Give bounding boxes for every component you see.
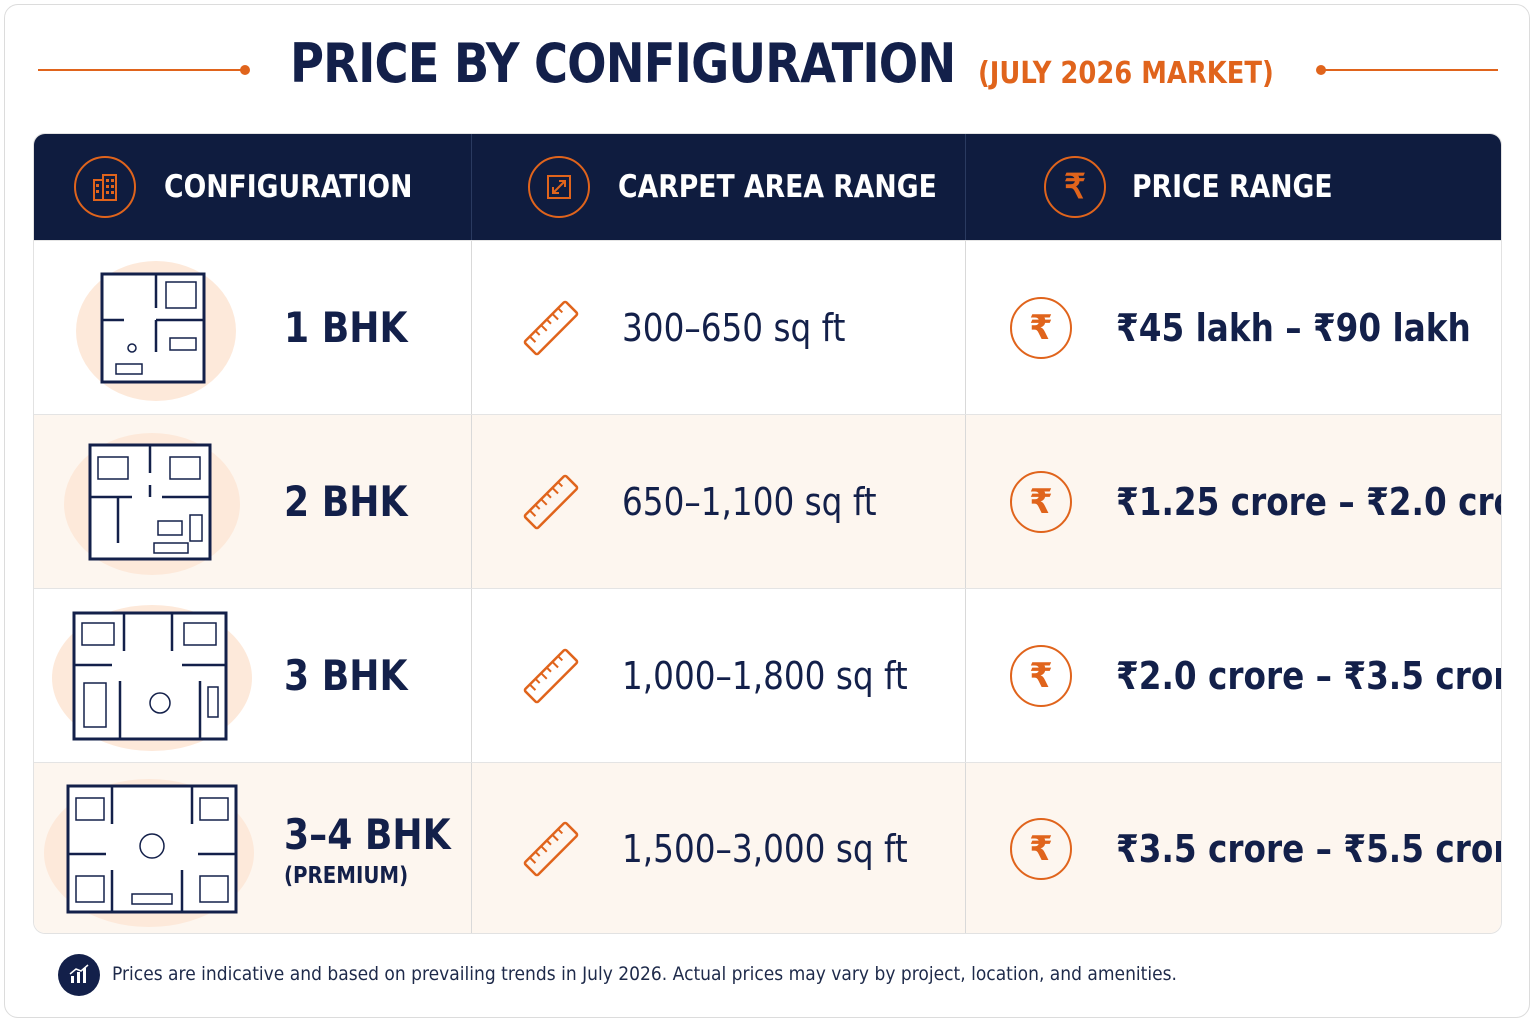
floor-plan-icon bbox=[72, 589, 228, 762]
footer-note: Prices are indicative and based on preva… bbox=[112, 963, 1177, 985]
config-cell: 3 BHK bbox=[284, 589, 428, 762]
table-row: 3–4 BHK (PREMIUM) 1,500–3,000 sq ft bbox=[34, 762, 1502, 933]
area-value: 1,000–1,800 sq ft bbox=[622, 653, 908, 698]
table-header: CONFIGURATION CARPET AREA RANGE ₹ PRICE … bbox=[34, 134, 1501, 240]
config-label: 1 BHK bbox=[284, 303, 408, 352]
price-cell-icon: ₹ bbox=[1010, 589, 1072, 762]
rupee-icon: ₹ bbox=[1010, 644, 1072, 707]
title-decor-dot-left bbox=[240, 65, 250, 75]
area-value: 650–1,100 sq ft bbox=[622, 479, 877, 524]
ruler-icon bbox=[520, 415, 582, 588]
column-divider bbox=[965, 589, 966, 762]
column-divider bbox=[471, 763, 472, 933]
floor-plan-icon bbox=[88, 415, 212, 588]
area-cell: 1,000–1,800 sq ft bbox=[622, 589, 954, 762]
column-divider bbox=[965, 763, 966, 933]
ruler-icon bbox=[520, 763, 582, 933]
column-divider bbox=[471, 415, 472, 588]
config-note: (PREMIUM) bbox=[284, 862, 409, 889]
table-row: 2 BHK 650–1,100 sq ft ₹ bbox=[34, 414, 1501, 588]
price-value: ₹2.0 crore – ₹3.5 crore bbox=[1116, 653, 1502, 698]
rupee-icon: ₹ bbox=[1010, 470, 1072, 533]
column-divider bbox=[965, 415, 966, 588]
table-row: 1 BHK 300–650 sq ft ₹ ₹ bbox=[34, 240, 1501, 414]
config-label: 2 BHK bbox=[284, 477, 408, 526]
price-value: ₹45 lakh – ₹90 lakh bbox=[1116, 305, 1471, 350]
price-cell-icon: ₹ bbox=[1010, 763, 1072, 933]
floor-plan-icon bbox=[100, 241, 206, 414]
area-cell: 1,500–3,000 sq ft bbox=[622, 763, 954, 933]
price-cell: ₹3.5 crore – ₹5.5 crore bbox=[1116, 763, 1502, 933]
header-label: CONFIGURATION bbox=[164, 169, 413, 205]
floor-plan-icon bbox=[66, 763, 238, 933]
header-carpet-area: CARPET AREA RANGE bbox=[528, 134, 989, 240]
config-label: 3 BHK bbox=[284, 651, 408, 700]
table-row: 3 BHK 1,000–1,800 sq ft ₹ bbox=[34, 588, 1501, 762]
config-cell: 1 BHK bbox=[284, 241, 428, 414]
header-label: CARPET AREA RANGE bbox=[618, 169, 937, 205]
price-cell: ₹2.0 crore – ₹3.5 crore bbox=[1116, 589, 1502, 762]
title-decor-dot-right bbox=[1316, 65, 1326, 75]
price-table: CONFIGURATION CARPET AREA RANGE ₹ PRICE … bbox=[33, 133, 1502, 934]
price-cell: ₹1.25 crore – ₹2.0 crore bbox=[1116, 415, 1501, 588]
expand-arrows-icon bbox=[528, 156, 590, 218]
building-icon bbox=[74, 156, 136, 218]
ruler-icon bbox=[520, 241, 582, 414]
rupee-icon: ₹ bbox=[1010, 296, 1072, 359]
chart-icon bbox=[58, 954, 100, 996]
config-label: 3–4 BHK bbox=[284, 809, 451, 859]
price-cell-icon: ₹ bbox=[1010, 241, 1072, 414]
config-cell: 3–4 BHK (PREMIUM) bbox=[284, 763, 478, 933]
config-cell: 2 BHK bbox=[284, 415, 428, 588]
area-cell: 650–1,100 sq ft bbox=[622, 415, 918, 588]
header-divider bbox=[471, 134, 472, 240]
area-value: 1,500–3,000 sq ft bbox=[622, 827, 908, 871]
header-divider bbox=[965, 134, 966, 240]
column-divider bbox=[965, 241, 966, 414]
price-cell-icon: ₹ bbox=[1010, 415, 1072, 588]
price-value: ₹3.5 crore – ₹5.5 crore bbox=[1116, 827, 1502, 871]
price-cell: ₹45 lakh – ₹90 lakh bbox=[1116, 241, 1501, 414]
header-price-range: ₹ PRICE RANGE bbox=[1044, 134, 1365, 240]
column-divider bbox=[471, 589, 472, 762]
header-configuration: CONFIGURATION bbox=[74, 134, 453, 240]
rupee-icon: ₹ bbox=[1010, 818, 1072, 880]
price-value: ₹1.25 crore – ₹2.0 crore bbox=[1116, 479, 1501, 524]
title-decor-line-right bbox=[1322, 69, 1498, 71]
rupee-icon: ₹ bbox=[1044, 156, 1106, 218]
header-label: PRICE RANGE bbox=[1132, 169, 1333, 205]
ruler-icon bbox=[520, 589, 582, 762]
title-decor-line-left bbox=[38, 69, 244, 71]
area-cell: 300–650 sq ft bbox=[622, 241, 882, 414]
column-divider bbox=[471, 241, 472, 414]
page-title: PRICE BY CONFIGURATION bbox=[290, 32, 956, 95]
page-subtitle: (JULY 2026 MARKET) bbox=[978, 56, 1274, 91]
area-value: 300–650 sq ft bbox=[622, 305, 846, 350]
